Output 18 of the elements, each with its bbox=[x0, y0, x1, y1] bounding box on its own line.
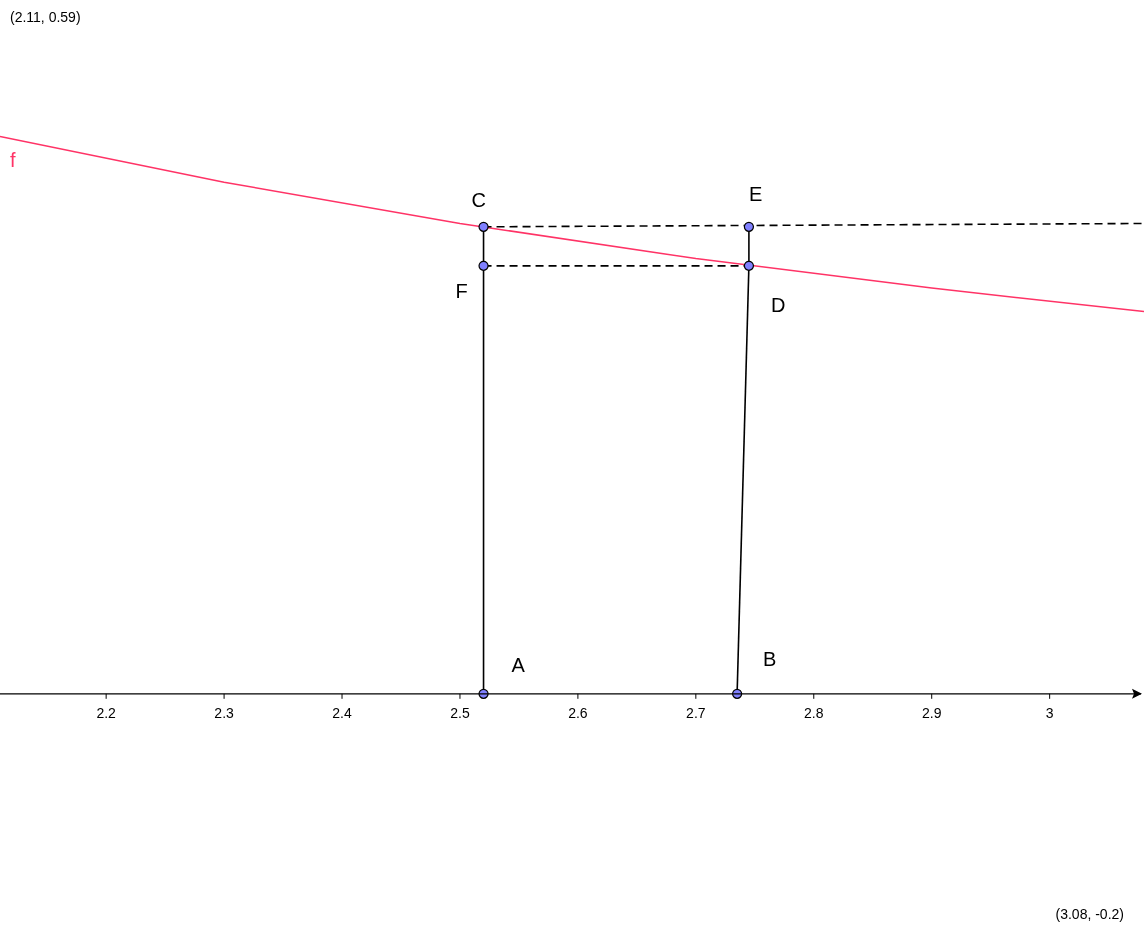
x-tick-label: 3 bbox=[1045, 704, 1054, 721]
text: (3.08, -0.2) bbox=[1055, 906, 1124, 922]
annotation: C bbox=[471, 188, 486, 211]
annotation: E bbox=[748, 182, 763, 205]
x-tick-label: 2.3 bbox=[214, 704, 235, 721]
x-tick-label: 2.6 bbox=[568, 704, 588, 721]
annotation: A bbox=[511, 653, 526, 676]
x-tick-label: 2.9 bbox=[921, 704, 942, 721]
text: (2.11, 0.59) bbox=[10, 9, 81, 25]
annotation: F bbox=[455, 279, 468, 302]
x-tick-label: 2.2 bbox=[96, 704, 117, 721]
x-tick-label: 2.4 bbox=[332, 704, 352, 721]
series-label: f bbox=[10, 148, 16, 171]
x-tick-label: 2.8 bbox=[804, 704, 824, 721]
annotation: B bbox=[763, 647, 777, 670]
x-tick-label: 2.7 bbox=[686, 704, 706, 721]
x-tick-label: 2.5 bbox=[450, 704, 470, 721]
annotation: D bbox=[770, 293, 786, 316]
